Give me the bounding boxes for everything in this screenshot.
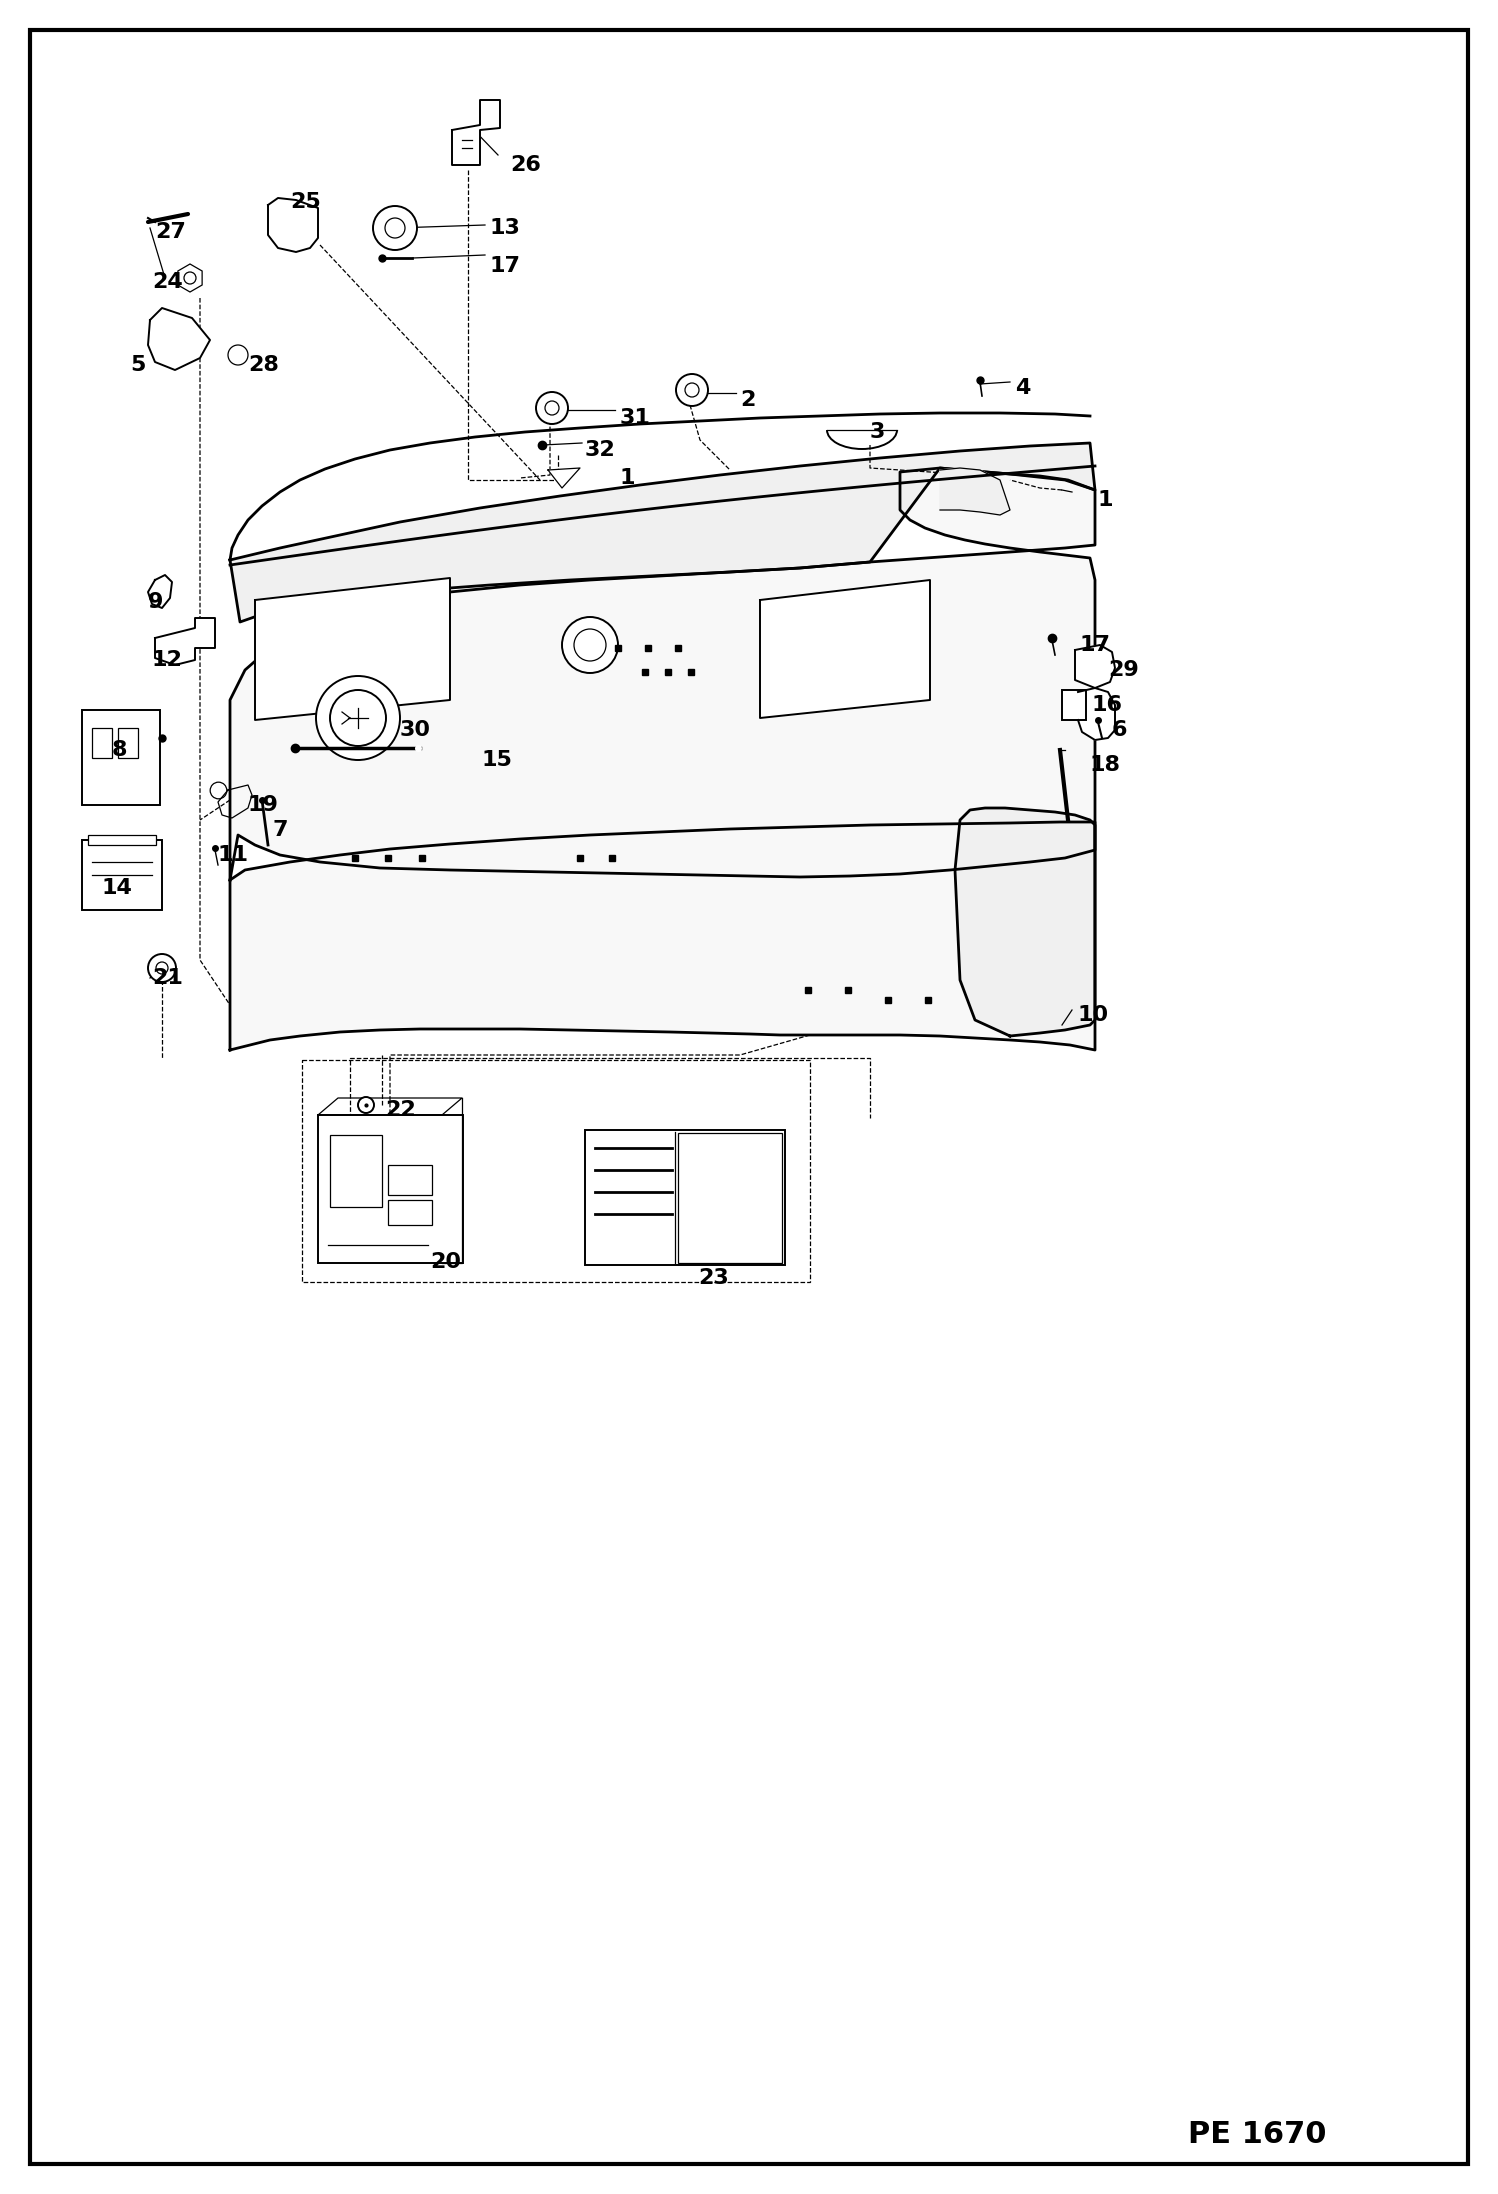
- Text: 5: 5: [130, 355, 145, 375]
- Polygon shape: [452, 101, 500, 165]
- Circle shape: [156, 961, 168, 974]
- Text: 26: 26: [509, 156, 541, 176]
- Polygon shape: [548, 467, 580, 487]
- Text: 22: 22: [385, 1099, 416, 1119]
- Circle shape: [562, 617, 619, 674]
- Circle shape: [330, 689, 386, 746]
- Text: 10: 10: [1079, 1005, 1109, 1025]
- Text: 7: 7: [273, 821, 288, 840]
- Text: 11: 11: [219, 845, 249, 864]
- Polygon shape: [231, 823, 1095, 1051]
- Bar: [82, 840, 162, 911]
- Text: 32: 32: [586, 441, 616, 461]
- Polygon shape: [268, 197, 318, 252]
- Circle shape: [545, 402, 559, 415]
- Bar: [118, 728, 138, 757]
- Text: 15: 15: [482, 750, 512, 770]
- Text: 28: 28: [249, 355, 279, 375]
- Polygon shape: [231, 443, 1095, 623]
- Text: 24: 24: [151, 272, 183, 292]
- Text: 30: 30: [400, 720, 431, 739]
- Text: 17: 17: [1080, 634, 1112, 656]
- Bar: [388, 1200, 431, 1224]
- Polygon shape: [759, 579, 930, 717]
- Text: 6: 6: [1112, 720, 1128, 739]
- Text: 19: 19: [249, 794, 279, 814]
- Circle shape: [685, 384, 700, 397]
- Text: 2: 2: [740, 391, 755, 410]
- Polygon shape: [941, 467, 1010, 516]
- Circle shape: [373, 206, 416, 250]
- Text: 31: 31: [620, 408, 650, 428]
- Text: 8: 8: [112, 739, 127, 759]
- Polygon shape: [231, 467, 1095, 880]
- Bar: [303, 1060, 810, 1281]
- Polygon shape: [148, 575, 172, 608]
- Circle shape: [148, 954, 175, 983]
- Text: 4: 4: [1016, 377, 1031, 397]
- Polygon shape: [1076, 645, 1115, 689]
- Bar: [388, 1165, 431, 1196]
- Text: 1: 1: [1098, 489, 1113, 509]
- Circle shape: [228, 344, 249, 364]
- Bar: [82, 711, 160, 805]
- Text: 12: 12: [151, 649, 183, 669]
- Polygon shape: [154, 619, 216, 665]
- Bar: [586, 1130, 785, 1266]
- Bar: [330, 1134, 382, 1207]
- Text: 27: 27: [154, 222, 186, 241]
- Circle shape: [316, 676, 400, 759]
- Text: 25: 25: [291, 193, 321, 213]
- Text: 13: 13: [490, 217, 521, 237]
- Text: 9: 9: [148, 592, 163, 612]
- Text: 17: 17: [490, 257, 521, 276]
- Polygon shape: [1079, 689, 1115, 739]
- Text: 3: 3: [870, 421, 885, 441]
- Text: 14: 14: [102, 878, 133, 897]
- Text: 21: 21: [151, 968, 183, 987]
- Text: 18: 18: [1091, 755, 1121, 774]
- Bar: [88, 836, 156, 845]
- Circle shape: [536, 393, 568, 423]
- Text: 20: 20: [430, 1253, 461, 1273]
- Polygon shape: [956, 807, 1095, 1036]
- Polygon shape: [148, 307, 210, 371]
- Text: 16: 16: [1092, 695, 1124, 715]
- Polygon shape: [255, 577, 449, 720]
- Bar: [679, 1132, 782, 1264]
- Bar: [91, 728, 112, 757]
- Circle shape: [676, 373, 709, 406]
- Bar: [1062, 689, 1086, 720]
- Circle shape: [358, 1097, 374, 1112]
- Circle shape: [574, 630, 607, 660]
- Text: 1: 1: [619, 467, 635, 487]
- Text: 23: 23: [698, 1268, 728, 1288]
- Circle shape: [385, 217, 404, 237]
- Text: PE 1670: PE 1670: [1188, 2119, 1327, 2148]
- Text: 29: 29: [1109, 660, 1138, 680]
- Circle shape: [184, 272, 196, 283]
- Bar: [318, 1115, 463, 1264]
